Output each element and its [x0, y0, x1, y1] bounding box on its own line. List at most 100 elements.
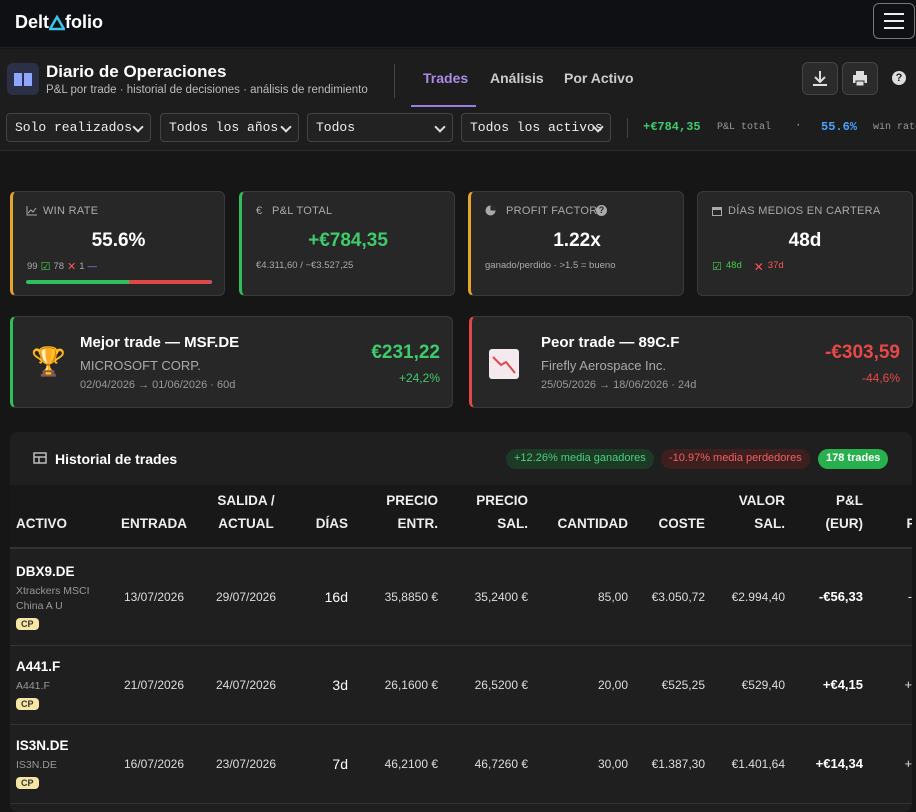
chart-icon: [26, 206, 37, 216]
logo[interactable]: Delt folio: [15, 12, 103, 33]
worst-trade-card: Peor trade — 89C.F Firefly Aerospace Inc…: [469, 316, 913, 408]
wins-count: 99: [27, 261, 38, 272]
divider: [394, 64, 395, 98]
tab[interactable]: Por Activo: [564, 70, 634, 86]
win-days: 48d: [725, 260, 742, 271]
cell: 20,00: [534, 645, 634, 725]
filter-select[interactable]: Todos: [307, 113, 453, 142]
column-header: SALIDA / ACTUAL: [198, 485, 294, 549]
asset-cell: A441.F A441.F CP: [10, 645, 110, 725]
cell: 3d: [294, 645, 354, 725]
column-header: PRECIO SAL.: [444, 485, 534, 549]
page-subtitle: P&L por trade · historial de decisiones …: [46, 84, 368, 96]
badge: +12.26% media ganadores: [506, 449, 654, 469]
cell: -1,85%: [869, 548, 912, 646]
help-icon[interactable]: ?: [596, 205, 607, 216]
asset-symbol: A441.F: [16, 659, 61, 674]
trade-amount: €231,22: [371, 342, 440, 363]
column-header: P&L (EUR): [791, 485, 869, 549]
logo-left: Delt: [15, 12, 50, 32]
cell: €3.050,72: [634, 548, 711, 646]
win-bar-segment: [129, 280, 211, 284]
help-button[interactable]: ?: [892, 71, 906, 85]
trade-name: Firefly Aerospace Inc.: [541, 358, 666, 373]
cell: €1.401,64: [711, 724, 791, 804]
logo-icon: [49, 14, 66, 30]
trade-amount: -€303,59: [824, 342, 900, 363]
cell: €2.994,40: [711, 548, 791, 646]
summary-win-rate: 55.6%: [821, 120, 858, 134]
print-button[interactable]: [842, 62, 878, 95]
card-value: 1.22x: [553, 230, 601, 251]
filter-select[interactable]: Todos los años: [160, 113, 299, 142]
trade-pct: +24,2%: [398, 371, 440, 385]
badge: 178 trades: [818, 449, 889, 469]
trade-pct: -44,6%: [861, 371, 900, 385]
column-header: ACTIVO: [10, 485, 110, 549]
loss-icon: ✕: [753, 260, 764, 274]
card-label: DÍAS MEDIOS EN CARTERA: [728, 205, 881, 217]
losses-count: 78: [53, 261, 65, 272]
page-title: Diario de Operaciones: [46, 62, 227, 81]
chart-down-icon: [489, 349, 519, 379]
table-icon: [33, 452, 47, 464]
tab-indicator: [411, 105, 476, 107]
cell: €1.387,30: [634, 724, 711, 804]
card-label: WIN RATE: [43, 205, 99, 217]
card-label: P&L TOTAL: [272, 205, 333, 217]
cell: 16d: [294, 548, 354, 646]
calendar-icon: [712, 207, 722, 216]
loss-icon: ✕: [67, 261, 77, 273]
win-icon: ☑: [40, 261, 51, 273]
pie-icon: [485, 205, 496, 216]
badge: -10.97% media perdedores: [661, 449, 810, 469]
euro-icon: €: [256, 205, 263, 217]
column-header: DÍAS: [294, 485, 354, 549]
neutral-icon: —: [87, 261, 98, 272]
cell: 23/07/2026: [198, 724, 294, 804]
trades-table: ACTIVO ENTRADA SALIDA / ACTUAL DÍAS PRECIO E…: [10, 485, 912, 804]
asset-tag: CP: [16, 698, 39, 710]
card-value: 55.6%: [91, 230, 146, 251]
cell: 85,00: [534, 548, 634, 646]
cell: 35,2400 €: [444, 548, 534, 646]
card-detail: ganado/perdido · >1.5 = bueno: [485, 260, 616, 271]
cell: 26,1600 €: [354, 645, 444, 725]
cell: 35,8850 €: [354, 548, 444, 646]
cell: 24/07/2026: [198, 645, 294, 725]
filter-select[interactable]: Solo realizados: [6, 113, 151, 142]
card-label: PROFIT FACTOR: [506, 205, 598, 217]
asset-name: Xtrackers MSCI China A U: [16, 584, 90, 612]
column-header: PRECIO ENTR.: [354, 485, 444, 549]
filter-select[interactable]: Todos los activos: [461, 113, 611, 142]
cell: €529,40: [711, 645, 791, 725]
logo-right: folio: [65, 12, 104, 32]
column-header: P&L %: [869, 485, 912, 549]
trade-row[interactable]: IS3N.DE IS3N.DE CP 16/07/2026 23/07/2026 7d 46…: [10, 724, 912, 804]
asset-symbol: IS3N.DE: [16, 738, 69, 753]
tab[interactable]: Trades: [423, 70, 469, 86]
win-icon: ☑: [712, 261, 722, 273]
kpi-card: DÍAS MEDIOS EN CARTERA 48d ☑ 48d ✕ 37d: [697, 191, 913, 296]
column-header: ENTRADA: [110, 485, 198, 549]
trade-row[interactable]: A441.F A441.F CP 21/07/2026 24/07/2026 3d 26,1…: [10, 645, 912, 725]
tab[interactable]: Análisis: [490, 70, 544, 86]
card-value: +€784,35: [308, 230, 388, 251]
summary-pnl: +€784,35: [643, 120, 701, 134]
asset-name: A441.F: [16, 680, 50, 692]
header: [0, 49, 916, 151]
cell: 7d: [294, 724, 354, 804]
download-button[interactable]: [802, 62, 838, 95]
cell: 29/07/2026: [198, 548, 294, 646]
win-bar-segment: [26, 280, 130, 284]
trade-row[interactable]: DBX9.DE Xtrackers MSCI China A U CP 13/07/2…: [10, 548, 912, 646]
menu-button[interactable]: [873, 3, 915, 39]
cell: 46,2100 €: [354, 724, 444, 804]
cell: €525,25: [634, 645, 711, 725]
asset-cell: DBX9.DE Xtrackers MSCI China A U CP: [10, 548, 110, 646]
trade-dates: 02/04/2026 → 01/06/2026 · 60d: [80, 379, 236, 391]
trade-title: Mejor trade — MSF.DE: [80, 334, 240, 351]
trade-name: MICROSOFT CORP.: [80, 358, 201, 373]
trophy-icon: 🏆: [31, 346, 66, 377]
